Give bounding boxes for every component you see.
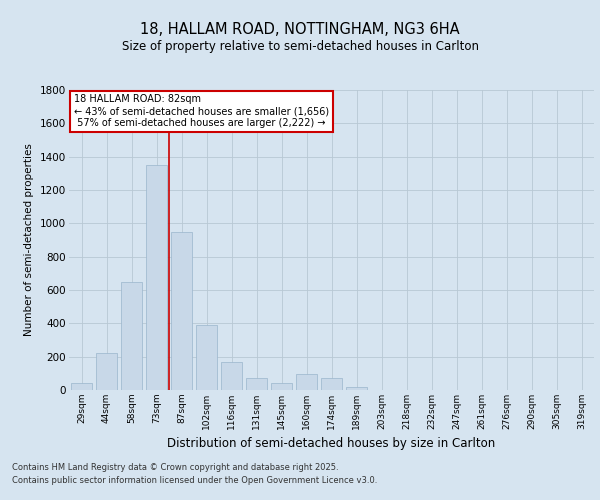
Bar <box>321 378 342 390</box>
Bar <box>346 386 367 390</box>
Bar <box>96 354 117 390</box>
Text: 18 HALLAM ROAD: 82sqm
← 43% of semi-detached houses are smaller (1,656)
 57% of : 18 HALLAM ROAD: 82sqm ← 43% of semi-deta… <box>74 94 329 128</box>
Bar <box>296 374 317 390</box>
X-axis label: Distribution of semi-detached houses by size in Carlton: Distribution of semi-detached houses by … <box>167 438 496 450</box>
Bar <box>271 382 292 390</box>
Text: Contains public sector information licensed under the Open Government Licence v3: Contains public sector information licen… <box>12 476 377 485</box>
Bar <box>171 232 192 390</box>
Bar <box>121 282 142 390</box>
Bar <box>246 378 267 390</box>
Text: Contains HM Land Registry data © Crown copyright and database right 2025.: Contains HM Land Registry data © Crown c… <box>12 464 338 472</box>
Text: Size of property relative to semi-detached houses in Carlton: Size of property relative to semi-detach… <box>121 40 479 53</box>
Text: 18, HALLAM ROAD, NOTTINGHAM, NG3 6HA: 18, HALLAM ROAD, NOTTINGHAM, NG3 6HA <box>140 22 460 38</box>
Bar <box>146 165 167 390</box>
Bar <box>221 362 242 390</box>
Y-axis label: Number of semi-detached properties: Number of semi-detached properties <box>25 144 34 336</box>
Bar <box>196 325 217 390</box>
Bar <box>71 384 92 390</box>
